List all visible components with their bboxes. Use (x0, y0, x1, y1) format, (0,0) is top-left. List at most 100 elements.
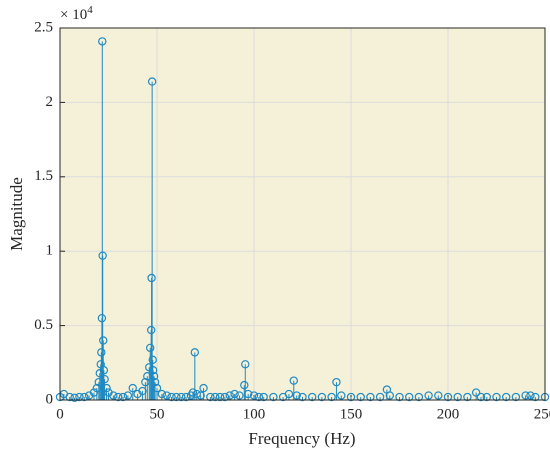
y-axis-label: Magnitude (7, 177, 26, 251)
stem-marker (65, 392, 74, 402)
stem-marker (298, 392, 307, 402)
stem-marker (206, 392, 215, 402)
stem-marker (70, 393, 79, 402)
stem-marker (123, 391, 133, 400)
stem-marker (502, 392, 511, 402)
stem-marker (531, 392, 540, 402)
stem-marker (482, 392, 491, 402)
stem-marker (97, 348, 106, 357)
x-tick-label: 250 (534, 406, 550, 422)
stem-marker (414, 392, 424, 402)
stem-marker (317, 392, 327, 402)
plot-background (60, 28, 545, 400)
stem-marker (292, 391, 301, 400)
y-tick-label: 1 (46, 243, 54, 259)
stem-marker (150, 377, 160, 387)
stem-marker (220, 392, 230, 402)
stem-marker (146, 343, 155, 353)
stem-marker (113, 392, 123, 402)
stem-marker (192, 389, 201, 399)
stem-marker (526, 391, 535, 400)
stem-marker (424, 391, 433, 400)
stem-marker (284, 389, 294, 399)
y-tick-label: 2 (46, 94, 54, 110)
exponent-power: 4 (87, 4, 93, 16)
stem-marker (254, 392, 264, 402)
stem-marker (89, 388, 99, 397)
stem-marker (434, 391, 443, 400)
stem-marker (471, 388, 481, 397)
stem-marker (157, 389, 167, 399)
stem-marker (332, 377, 341, 387)
y-tick-label: 0.5 (34, 317, 53, 333)
stem-marker (405, 392, 414, 402)
stem-marker (80, 392, 89, 402)
stem-marker (152, 383, 162, 393)
stem-marker (188, 388, 198, 397)
stem-marker (225, 391, 234, 400)
stem-marker (148, 355, 157, 365)
x-tick-label: 100 (243, 406, 266, 422)
stem-marker (385, 391, 394, 400)
stem-marker (366, 392, 375, 402)
stem-marker (109, 391, 118, 400)
stem-marker (511, 392, 521, 402)
stem-marker (259, 392, 268, 402)
x-tick-label: 200 (437, 406, 460, 422)
stem-marker (453, 392, 462, 402)
stem-marker (196, 391, 205, 400)
stem-marker (100, 374, 109, 384)
stem-marker (240, 380, 249, 390)
stem-marker (118, 392, 128, 402)
stem-marker (177, 392, 186, 402)
stem-marker (128, 383, 137, 393)
y-tick-label: 2.5 (34, 19, 53, 35)
stem-marker (269, 392, 278, 402)
exponent-base: × 10 (60, 7, 87, 23)
x-tick-label: 50 (150, 406, 165, 422)
stem-marker (375, 392, 385, 402)
y-exponent: × 104 (60, 4, 93, 24)
stem-marker (521, 391, 530, 400)
stem-marker (149, 371, 159, 381)
stem-marker (98, 37, 107, 46)
stem-marker (98, 251, 107, 260)
stem-marker (235, 391, 244, 400)
stem-marker (230, 389, 239, 399)
stem-marker (289, 376, 298, 385)
stem-marker (102, 383, 111, 393)
stem-marker (181, 392, 191, 402)
stem-marker (243, 389, 253, 399)
stem-marker (463, 392, 472, 402)
y-tick-label: 1.5 (34, 168, 53, 184)
stem-marker (99, 366, 109, 375)
stem-marker (327, 392, 336, 402)
stem-marker (190, 348, 200, 357)
stem-marker (199, 383, 208, 393)
stem-marker (138, 386, 147, 396)
stem-marker (492, 392, 501, 402)
stem-marker (162, 391, 171, 400)
stem-marker (167, 392, 176, 402)
stem-marker (99, 336, 108, 345)
stem-marker (147, 77, 157, 86)
stem-marker (210, 392, 220, 402)
x-tick-label: 0 (56, 406, 64, 422)
stem-marker (443, 392, 453, 402)
stem-marker (308, 392, 317, 402)
stem-marker (249, 391, 259, 400)
stem-marker (215, 392, 225, 402)
stem-marker (172, 392, 181, 402)
stem-marker (148, 366, 158, 375)
y-tick-label: 0 (46, 391, 54, 407)
stem-marker (241, 360, 250, 369)
stem-marker (356, 392, 365, 402)
stem-marker (337, 391, 346, 400)
stem-marker (75, 392, 84, 402)
stem-marker (147, 273, 156, 283)
plot-frame (59, 27, 546, 401)
stem-marker (476, 392, 486, 402)
x-axis-label: Frequency (Hz) (248, 429, 355, 448)
stem-marker (346, 392, 356, 402)
